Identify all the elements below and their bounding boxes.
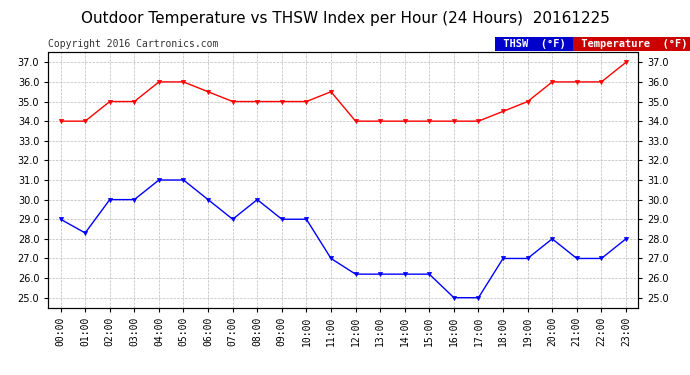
Text: THSW  (°F): THSW (°F) [497, 39, 572, 50]
Text: Outdoor Temperature vs THSW Index per Hour (24 Hours)  20161225: Outdoor Temperature vs THSW Index per Ho… [81, 11, 609, 26]
Text: Temperature  (°F): Temperature (°F) [575, 39, 690, 50]
Text: Copyright 2016 Cartronics.com: Copyright 2016 Cartronics.com [48, 39, 219, 50]
